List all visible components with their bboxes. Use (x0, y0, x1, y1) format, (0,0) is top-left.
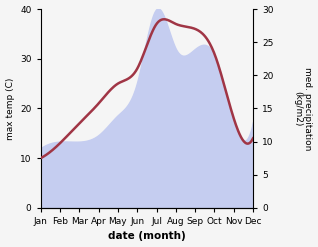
Y-axis label: med. precipitation
(kg/m2): med. precipitation (kg/m2) (293, 67, 313, 150)
Y-axis label: max temp (C): max temp (C) (5, 77, 15, 140)
X-axis label: date (month): date (month) (108, 231, 186, 242)
